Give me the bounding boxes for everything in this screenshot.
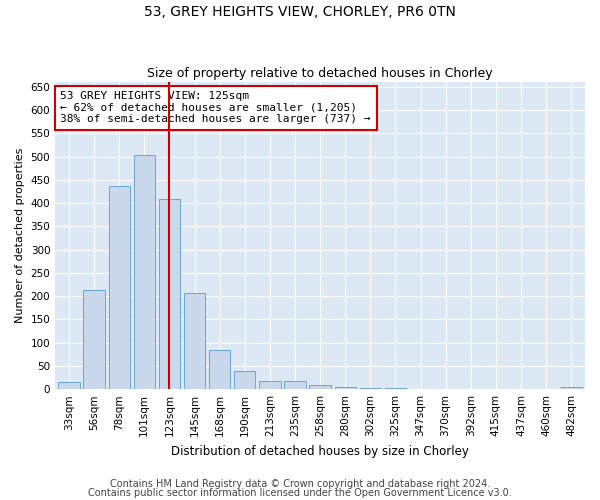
Y-axis label: Number of detached properties: Number of detached properties [15, 148, 25, 324]
Bar [310, 384, 331, 389]
Text: Contains public sector information licensed under the Open Government Licence v3: Contains public sector information licen… [88, 488, 512, 498]
Bar [83, 290, 105, 389]
Bar [335, 387, 356, 389]
Bar [284, 381, 305, 389]
Bar [159, 200, 180, 389]
Bar [259, 381, 281, 389]
Bar [234, 372, 256, 389]
Bar [209, 350, 230, 389]
Text: 53, GREY HEIGHTS VIEW, CHORLEY, PR6 0TN: 53, GREY HEIGHTS VIEW, CHORLEY, PR6 0TN [144, 5, 456, 19]
Bar [58, 382, 80, 389]
Bar [385, 388, 406, 389]
Bar [359, 388, 381, 389]
Bar [134, 155, 155, 389]
X-axis label: Distribution of detached houses by size in Chorley: Distribution of detached houses by size … [171, 444, 469, 458]
Text: 53 GREY HEIGHTS VIEW: 125sqm
← 62% of detached houses are smaller (1,205)
38% of: 53 GREY HEIGHTS VIEW: 125sqm ← 62% of de… [61, 92, 371, 124]
Bar [184, 293, 205, 389]
Bar [560, 388, 582, 389]
Bar [109, 186, 130, 389]
Title: Size of property relative to detached houses in Chorley: Size of property relative to detached ho… [147, 66, 493, 80]
Text: Contains HM Land Registry data © Crown copyright and database right 2024.: Contains HM Land Registry data © Crown c… [110, 479, 490, 489]
